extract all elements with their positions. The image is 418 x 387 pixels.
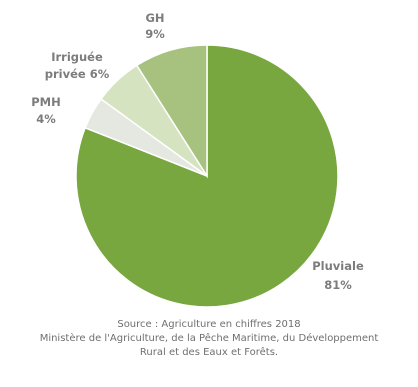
label-irriguee-name: Irriguée: [51, 50, 103, 64]
source-line-2: Ministère de l'Agriculture, de la Pêche …: [39, 333, 379, 344]
pie-slice-pluviale: [75, 44, 339, 308]
label-gh-name: GH: [145, 11, 164, 25]
pie-slice-gh: [135, 44, 208, 179]
label-pluviale-name: Pluviale: [312, 259, 364, 273]
label-pmh-name: PMH: [31, 95, 61, 109]
source-line-3: Rural et des Eaux et Forêts.: [139, 347, 279, 358]
label-pmh-value: 4%: [36, 112, 56, 126]
pie-chart: GH 9% Irriguée privée 6% PMH 4% Pluviale…: [31, 11, 364, 308]
source-line-1: Source : Agriculture en chiffres 2018: [117, 319, 301, 330]
label-gh-value: 9%: [145, 27, 165, 41]
label-irriguee-value: privée 6%: [45, 67, 110, 81]
pie-slices: [75, 44, 339, 308]
source-note: Source : Agriculture en chiffres 2018 Mi…: [0, 318, 418, 360]
label-pluviale-value: 81%: [324, 278, 352, 292]
